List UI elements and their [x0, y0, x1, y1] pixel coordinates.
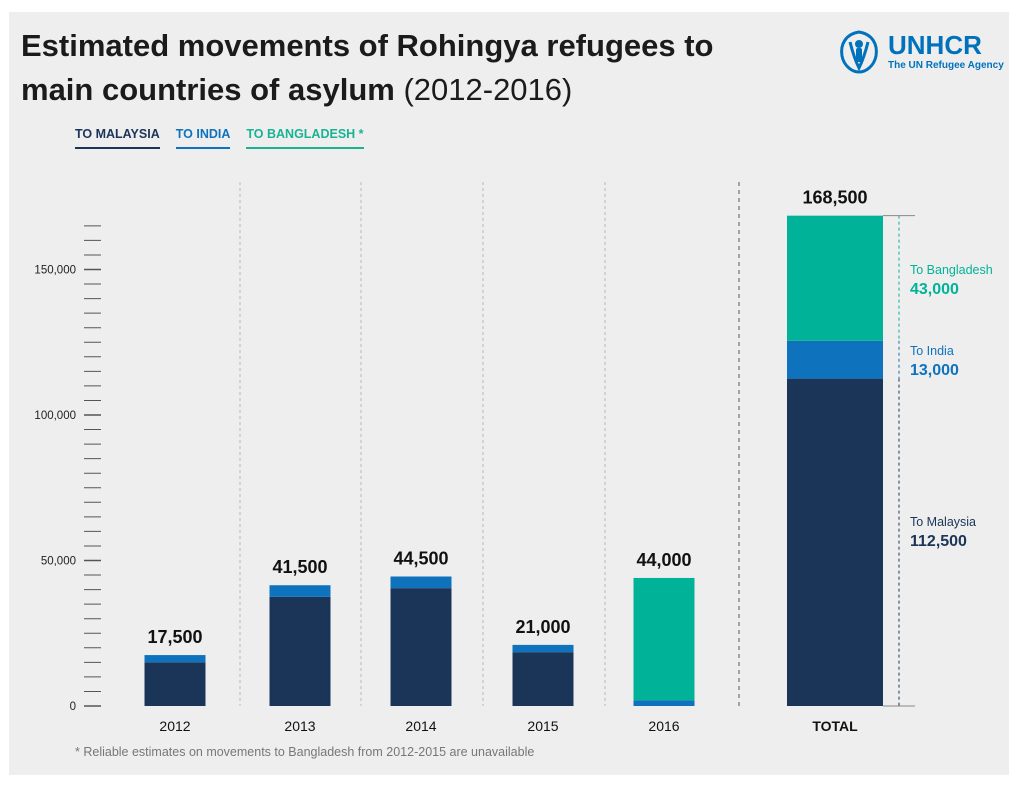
bar-total-label: 44,000: [636, 550, 691, 570]
breakdown-value: 13,000: [910, 362, 959, 379]
y-tick-label: 50,000: [41, 556, 76, 568]
breakdown-label: To Bangladesh: [910, 263, 993, 277]
unhcr-emblem-icon: [840, 30, 878, 74]
footnote: * Reliable estimates on movements to Ban…: [75, 745, 535, 759]
y-tick-label: 100,000: [34, 410, 76, 422]
bar-segment-to-india: [144, 655, 206, 663]
bar-segment-to-bangladesh: [787, 215, 883, 341]
bar-total-label: 168,500: [802, 188, 867, 208]
y-tick-label: 0: [70, 701, 76, 713]
bar-total-label: 17,500: [147, 627, 202, 647]
breakdown-label: To India: [910, 344, 954, 358]
bar-total-label: 41,500: [272, 557, 327, 577]
legend-item-bangladesh: TO BANGLADESH *: [246, 127, 364, 149]
bar-segment-to-malaysia: [390, 588, 452, 706]
legend: TO MALAYSIA TO INDIA TO BANGLADESH *: [75, 127, 364, 149]
bar-segment-to-bangladesh: [633, 577, 695, 701]
bar-segment-to-india: [390, 576, 452, 589]
legend-item-malaysia: TO MALAYSIA: [75, 127, 160, 149]
bar-segment-to-india: [787, 340, 883, 379]
bar-segment-to-malaysia: [269, 596, 331, 706]
x-tick-label: 2013: [284, 718, 315, 734]
chart-title: Estimated movements of Rohingya refugees…: [21, 24, 781, 112]
title-years: (2012-2016): [403, 72, 573, 107]
bar-segment-to-india: [633, 700, 695, 706]
breakdown-value: 112,500: [910, 533, 967, 550]
bar-segment-to-malaysia: [512, 652, 574, 706]
x-tick-label: 2015: [527, 718, 558, 734]
x-tick-label: 2014: [405, 718, 436, 734]
stacked-bar-chart: 0 50,000 100,000 150,000 17,500 2012 41,500 201…: [34, 182, 993, 734]
x-tick-label: TOTAL: [812, 718, 858, 734]
bar-segment-to-india: [269, 585, 331, 597]
breakdown-value: 43,000: [910, 281, 959, 298]
unhcr-logo: UNHCR The UN Refugee Agency: [836, 28, 1004, 78]
bar-segment-to-malaysia: [787, 378, 883, 706]
x-tick-label: 2016: [648, 718, 679, 734]
logo-tagline: The UN Refugee Agency: [888, 60, 1004, 71]
title-main: Estimated movements of Rohingya refugees…: [21, 28, 714, 107]
legend-item-india: TO INDIA: [175, 127, 231, 149]
x-tick-label: 2012: [159, 718, 190, 734]
bar-segment-to-india: [512, 644, 574, 653]
breakdown-label: To Malaysia: [910, 515, 976, 529]
logo-name: UNHCR: [888, 30, 982, 60]
bar-total-label: 21,000: [515, 617, 570, 637]
bar-segment-to-malaysia: [144, 662, 206, 706]
bar-total-label: 44,500: [393, 549, 448, 569]
y-tick-label: 150,000: [34, 265, 76, 277]
